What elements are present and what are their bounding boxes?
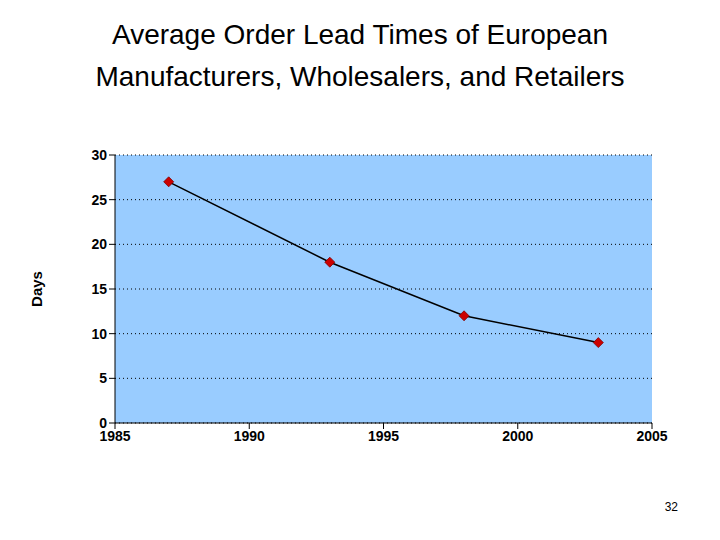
svg-text:0: 0 bbox=[99, 415, 107, 431]
svg-text:20: 20 bbox=[91, 236, 107, 252]
svg-text:Days: Days bbox=[28, 271, 45, 307]
svg-text:15: 15 bbox=[91, 281, 107, 297]
svg-text:2000: 2000 bbox=[502, 428, 533, 444]
svg-text:5: 5 bbox=[99, 370, 107, 386]
svg-text:1985: 1985 bbox=[99, 427, 131, 444]
svg-text:1995: 1995 bbox=[368, 428, 399, 444]
svg-text:1990: 1990 bbox=[234, 428, 265, 444]
svg-text:10: 10 bbox=[91, 326, 107, 342]
html-text:32: 32 bbox=[664, 500, 678, 514]
html-text:Average Order Lead Times of Eu: Average Order Lead Times of European Man… bbox=[95, 19, 625, 92]
svg-text:2005: 2005 bbox=[636, 428, 667, 444]
svg-text:30: 30 bbox=[91, 147, 107, 163]
svg-text:25: 25 bbox=[91, 192, 107, 208]
